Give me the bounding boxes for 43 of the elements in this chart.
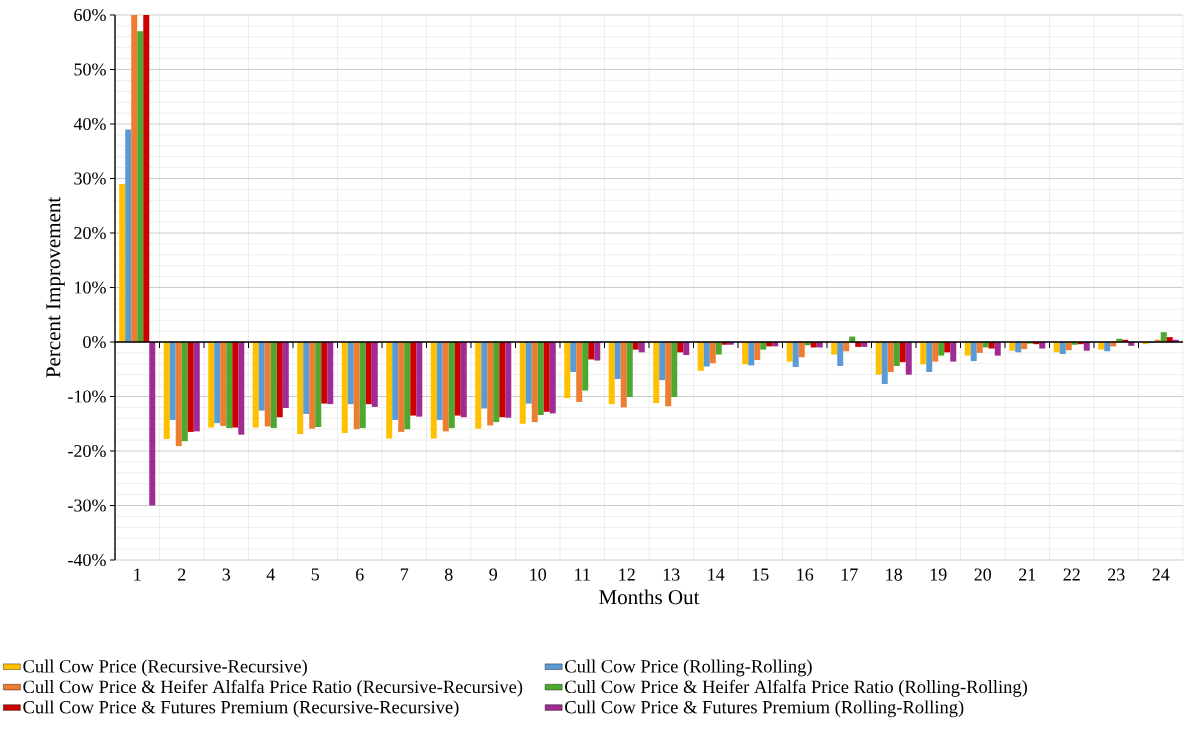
x-tick-label: 5: [311, 568, 320, 581]
legend-label: Cull Cow Price & Heifer Alfalfa Price Ratio (Recursive-Recursive): [23, 679, 523, 697]
x-tick-label: 3: [222, 568, 231, 581]
legend-label: Cull Cow Price & Heifer Alfalfa Price Ratio (Rolling-Rolling): [565, 679, 1028, 697]
x-tick-label: 11: [575, 568, 590, 581]
y-tick-label: 20%: [74, 226, 106, 240]
y-tick-label: -10%: [68, 390, 106, 403]
legend-label: Cull Cow Price & Futures Premium (Rolling-Rolling): [565, 700, 964, 718]
x-tick-label: 13: [663, 568, 680, 581]
x-tick-label: 16: [797, 568, 814, 581]
y-tick-label: 40%: [73, 117, 106, 131]
x-tick-label: 7: [400, 568, 409, 581]
x-tick-label: 15: [752, 568, 769, 581]
y-tick-label: 60%: [74, 8, 106, 22]
x-tick-label: 24: [1152, 568, 1170, 581]
x-tick-label: 12: [619, 568, 635, 581]
y-tick-label: 30%: [74, 172, 106, 185]
y-tick-label: 10%: [75, 281, 106, 294]
x-tick-label: 20: [974, 568, 992, 581]
x-tick-label: 10: [530, 568, 547, 581]
x-tick-label: 4: [266, 568, 275, 581]
x-tick-label: 1: [134, 568, 141, 581]
x-tick-label: 9: [489, 568, 498, 581]
x-tick-label: 2: [178, 568, 186, 581]
x-tick-label: 6: [356, 568, 364, 581]
y-tick-label: 0%: [83, 335, 106, 349]
legend-label: Cull Cow Price & Futures Premium (Recursive-Recursive): [23, 700, 459, 718]
x-tick-label: 8: [444, 568, 453, 581]
x-axis-title: Months Out: [599, 589, 700, 605]
x-tick-label: 21: [1019, 568, 1036, 581]
y-tick-label: -30%: [68, 499, 106, 512]
x-tick-label: 17: [841, 568, 858, 581]
x-tick-label: 23: [1108, 568, 1125, 581]
legend-label: Cull Cow Price (Rolling-Rolling): [565, 659, 812, 677]
x-tick-label: 19: [930, 568, 947, 581]
x-tick-label: 14: [708, 568, 725, 581]
y-tick-label: -40%: [68, 553, 106, 567]
y-tick-label: -20%: [68, 444, 106, 458]
x-tick-label: 18: [886, 568, 903, 581]
x-tick-label: 22: [1063, 568, 1080, 581]
y-tick-label: 50%: [74, 63, 106, 76]
y-axis-title: Percent Improvement: [46, 196, 65, 378]
legend-label: Cull Cow Price (Recursive-Recursive): [23, 659, 307, 677]
